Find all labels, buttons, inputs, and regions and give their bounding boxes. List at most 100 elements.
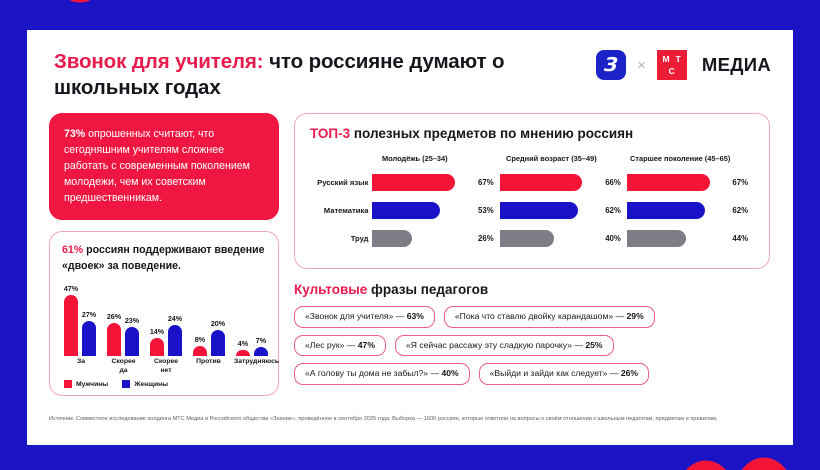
znanie-logo-icon: З — [596, 50, 627, 80]
top3-value-label: 67% — [478, 177, 494, 187]
top3-heading: ТОП-3 полезных предметов по мнению росси… — [310, 126, 754, 141]
chart-card-lead: 61% россиян поддерживают введение «двоек… — [62, 243, 266, 274]
bar-men — [107, 322, 121, 357]
top3-row-label: Труд — [350, 233, 369, 243]
top3-bar — [499, 229, 554, 247]
bar-chart-x-axis-labels: За Скорее да Скорее нет Против Затрудняюсь — [62, 358, 280, 375]
bar-column: 47% — [64, 278, 78, 357]
x-axis-label: Скорее да — [111, 358, 136, 374]
top3-bar — [626, 173, 710, 191]
bar-women — [254, 347, 268, 357]
phrase-text: «Пока что ставлю двойку карандашом» — — [454, 310, 627, 321]
phrase-pill: «Звонок для учителя» — 63% — [294, 305, 435, 328]
phrase-row: «Звонок для учителя» — 63% «Пока что став… — [294, 305, 770, 328]
top3-rows: Русский язык 67% 66% 67% Математика 53% 62% 62%… — [310, 170, 754, 251]
phrases-heading: Культовые фразы педагогов — [294, 282, 770, 297]
top3-bar — [626, 201, 705, 219]
top3-subjects-card: ТОП-3 полезных предметов по мнению росси… — [294, 113, 770, 269]
bar-value-label: 8% — [194, 335, 206, 345]
top3-cell: 40% — [499, 229, 627, 247]
right-column: ТОП-3 полезных предметов по мнению росси… — [294, 113, 770, 392]
bar-groups: 47% 27% 26% 23% 14% 24% 8% 20% 4% 7% — [62, 278, 270, 357]
source-footnote: Источник: Совместное исследование холдин… — [49, 416, 718, 422]
legend-label-women: Женщины — [134, 380, 169, 388]
mts-logo-letters: М Т С — [657, 50, 687, 80]
bar-group: 47% 27% — [64, 278, 97, 357]
top3-bar — [499, 173, 582, 191]
page-title: Звонок для учителя: что россияне думают … — [54, 49, 534, 101]
mts-letter-m: М — [662, 54, 671, 64]
chart-card-lead-text: россиян поддерживают введение «двоек» за… — [62, 244, 265, 272]
phrase-pill: «Выйди и зайди как следует» — 26% — [478, 363, 650, 385]
x-axis-label: За — [76, 358, 86, 366]
cult-phrases-block: Культовые фразы педагогов «Звонок для уч… — [294, 282, 770, 385]
bar-value-label: 27% — [81, 310, 97, 320]
legend-item-women: Женщины — [122, 380, 169, 389]
bar-group: 4% 7% — [236, 278, 268, 357]
phrase-text: «Я сейчас рассажу эту сладкую парочку» — — [405, 339, 586, 350]
bar-column: 24% — [167, 278, 183, 357]
x-axis-label: Скорее нет — [153, 358, 179, 374]
x-axis-label: Затрудняюсь — [234, 358, 280, 366]
mts-logo-icon: М Т С — [656, 50, 687, 80]
phrase-value: 29% — [626, 310, 644, 321]
phrase-value: 47% — [357, 339, 375, 350]
top3-row: Труд 26% 40% 44% — [310, 226, 754, 251]
mts-letter-s: С — [668, 66, 676, 76]
top3-bar — [372, 173, 456, 191]
bar-women — [125, 326, 139, 357]
bar-women — [82, 321, 96, 357]
bar-column: 27% — [81, 278, 97, 357]
bar-men — [64, 295, 78, 357]
phrase-value: 26% — [620, 368, 639, 379]
bar-column: 26% — [106, 278, 122, 357]
grouped-bar-chart: 47% 27% 26% 23% 14% 24% 8% 20% 4% 7% — [62, 278, 270, 357]
top3-value-label: 66% — [605, 177, 621, 187]
page-title-rest: что россияне думают о школьных годах — [54, 50, 505, 100]
bar-value-label: 23% — [124, 315, 140, 325]
phrase-text: «А голову ты дома не забыл?» — — [305, 368, 442, 379]
page-title-accent: Звонок для учителя: — [54, 50, 264, 73]
top3-value-label: 62% — [605, 205, 621, 215]
top3-bar — [372, 201, 441, 219]
top3-bar — [499, 201, 578, 219]
bar-column: 20% — [210, 278, 226, 357]
top3-value-label: 62% — [732, 205, 748, 215]
bar-group: 8% 20% — [193, 278, 226, 357]
cross-separator-icon: × — [637, 56, 646, 74]
bar-women — [168, 325, 182, 357]
top3-column-header: Старшее поколение (45–65) — [630, 154, 731, 163]
mts-media-wordmark: МЕДИА — [701, 54, 771, 75]
phrases-heading-accent: Культовые — [294, 281, 368, 297]
bar-value-label: 24% — [167, 314, 183, 324]
bar-value-label: 7% — [255, 336, 267, 346]
bar-value-label: 26% — [106, 311, 122, 321]
stat-card-73: 73% опрошенных считают, что сегодняшним … — [49, 113, 279, 221]
content-sheet: Звонок для учителя: что россияне думают … — [27, 30, 793, 445]
top3-cell: 66% — [499, 173, 627, 191]
top3-heading-accent: ТОП-3 — [310, 126, 351, 141]
legend-item-men: Мужчины — [64, 380, 108, 389]
bar-men — [193, 346, 207, 357]
phrase-value: 63% — [406, 310, 424, 321]
phrase-value: 40% — [441, 368, 459, 379]
left-column: 73% опрошенных считают, что сегодняшним … — [49, 113, 280, 397]
phrase-rows: «Звонок для учителя» — 63% «Пока что став… — [294, 305, 770, 385]
phrase-value: 25% — [585, 339, 603, 350]
top3-cell: 62% — [499, 201, 627, 219]
top3-value-label: 26% — [478, 233, 494, 243]
bar-value-label: 4% — [237, 339, 249, 349]
bar-value-label: 20% — [210, 319, 226, 329]
top3-column-headers: Молодёжь (25–34) Средний возраст (35–49) С… — [382, 154, 754, 164]
top3-bar — [372, 229, 413, 247]
top3-value-label: 44% — [732, 233, 748, 243]
bar-column: 7% — [254, 278, 268, 357]
phrase-text: «Звонок для учителя» — — [305, 310, 407, 321]
bar-column: 14% — [150, 278, 164, 357]
top3-cell: 44% — [626, 229, 754, 247]
bar-column: 8% — [193, 278, 207, 357]
bar-women — [211, 330, 225, 357]
top3-column-header: Средний возраст (35–49) — [506, 154, 597, 163]
top3-row: Русский язык 67% 66% 67% — [310, 170, 754, 195]
top3-value-label: 40% — [605, 233, 621, 243]
